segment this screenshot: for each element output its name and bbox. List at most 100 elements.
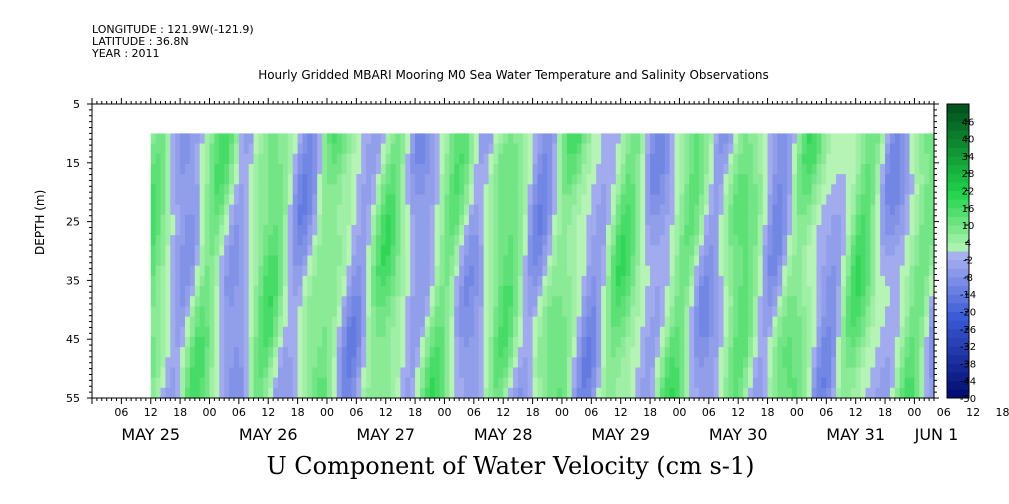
heatmap-cell <box>728 296 734 308</box>
heatmap-cell <box>424 143 431 155</box>
heatmap-cell <box>772 296 778 308</box>
heatmap-cell <box>713 163 720 175</box>
heatmap-cell <box>454 235 460 246</box>
heatmap-cell <box>713 357 720 369</box>
heatmap-cell <box>777 347 783 358</box>
x-hour-label: 12 <box>966 406 980 419</box>
heatmap-cell <box>150 204 157 216</box>
heatmap-cell <box>581 194 588 206</box>
heatmap-cell <box>522 306 529 318</box>
heatmap-cell <box>571 286 578 297</box>
heatmap-cell <box>679 143 685 155</box>
heatmap-cell <box>503 326 509 338</box>
heatmap-cell <box>777 153 783 165</box>
heatmap-cell <box>669 184 676 196</box>
heatmap-cell <box>650 184 656 196</box>
heatmap-cell <box>405 326 411 338</box>
heatmap-cell <box>454 194 460 206</box>
heatmap-cell <box>415 255 421 267</box>
heatmap-cell <box>180 255 186 267</box>
heatmap-cell <box>924 306 930 318</box>
heatmap-cell <box>233 194 240 206</box>
heatmap-cell <box>375 143 382 155</box>
colorbar-band <box>947 268 969 278</box>
heatmap-cell <box>806 357 813 369</box>
heatmap-cell <box>302 296 308 308</box>
heatmap-cell <box>253 326 260 338</box>
heatmap-cell <box>547 255 553 267</box>
heatmap-cell <box>713 184 720 196</box>
heatmap-cell <box>787 143 793 155</box>
colorbar-band <box>947 121 969 131</box>
heatmap-cell <box>209 143 215 155</box>
heatmap-cell <box>821 133 827 145</box>
heatmap-cell <box>620 275 627 287</box>
heatmap-cell <box>929 286 935 297</box>
heatmap-cell <box>326 347 333 358</box>
heatmap-cell <box>488 347 495 358</box>
heatmap-cell <box>777 133 783 145</box>
heatmap-cell <box>561 204 568 216</box>
heatmap-cell <box>777 316 783 328</box>
heatmap-cell <box>351 275 357 287</box>
heatmap-cell <box>694 326 700 338</box>
heatmap-cell <box>537 367 543 379</box>
heatmap-cell <box>728 255 734 267</box>
heatmap-cell <box>689 143 695 155</box>
heatmap-cell <box>155 347 162 358</box>
heatmap-cell <box>635 255 641 267</box>
heatmap-cell <box>468 275 475 287</box>
heatmap-cell <box>875 194 881 206</box>
heatmap-cell <box>699 347 705 358</box>
heatmap-cell <box>180 245 186 257</box>
heatmap-cell <box>532 377 539 389</box>
heatmap-cell <box>336 316 343 328</box>
heatmap-cell <box>464 336 470 348</box>
heatmap-cell <box>909 357 916 369</box>
heatmap-cell <box>816 133 823 145</box>
heatmap-cell <box>796 255 803 267</box>
heatmap-cell <box>801 235 808 246</box>
heatmap-cell <box>194 265 201 277</box>
heatmap-cell <box>718 255 725 267</box>
heatmap-cell <box>654 174 661 185</box>
colorbar-label: 46 <box>962 117 975 128</box>
heatmap-cell <box>224 184 230 196</box>
heatmap-cell <box>468 224 475 236</box>
heatmap-cell <box>571 357 578 369</box>
heatmap-cell <box>733 174 739 185</box>
heatmap-cell <box>282 296 289 308</box>
heatmap-cell <box>757 387 764 399</box>
heatmap-cell <box>508 174 514 185</box>
heatmap-cell <box>821 296 827 308</box>
heatmap-cell <box>165 184 171 196</box>
heatmap-cell <box>351 214 357 226</box>
heatmap-cell <box>684 326 690 338</box>
heatmap-cell <box>679 255 685 267</box>
heatmap-cell <box>787 387 793 399</box>
heatmap-cell <box>889 245 896 257</box>
heatmap-cell <box>219 265 225 277</box>
heatmap-cell <box>488 235 495 246</box>
heatmap-cell <box>743 347 749 358</box>
heatmap-cell <box>400 357 406 369</box>
heatmap-cell <box>723 184 729 196</box>
heatmap-cell <box>708 357 715 369</box>
heatmap-cell <box>253 387 260 399</box>
heatmap-cell <box>503 316 509 328</box>
heatmap-cell <box>586 184 592 196</box>
heatmap-cell <box>380 387 387 399</box>
heatmap-cell <box>899 255 906 267</box>
heatmap-cell <box>180 357 186 369</box>
heatmap-cell <box>767 265 774 277</box>
x-hour-label: 06 <box>819 406 833 419</box>
heatmap-cell <box>341 184 348 196</box>
heatmap-cell <box>713 133 720 145</box>
heatmap-cell <box>478 194 485 206</box>
heatmap-cell <box>880 387 886 399</box>
heatmap-cell <box>390 286 397 297</box>
heatmap-cell <box>459 387 465 399</box>
heatmap-cell <box>576 296 583 308</box>
heatmap-cell <box>302 214 308 226</box>
heatmap-cell <box>165 174 171 185</box>
